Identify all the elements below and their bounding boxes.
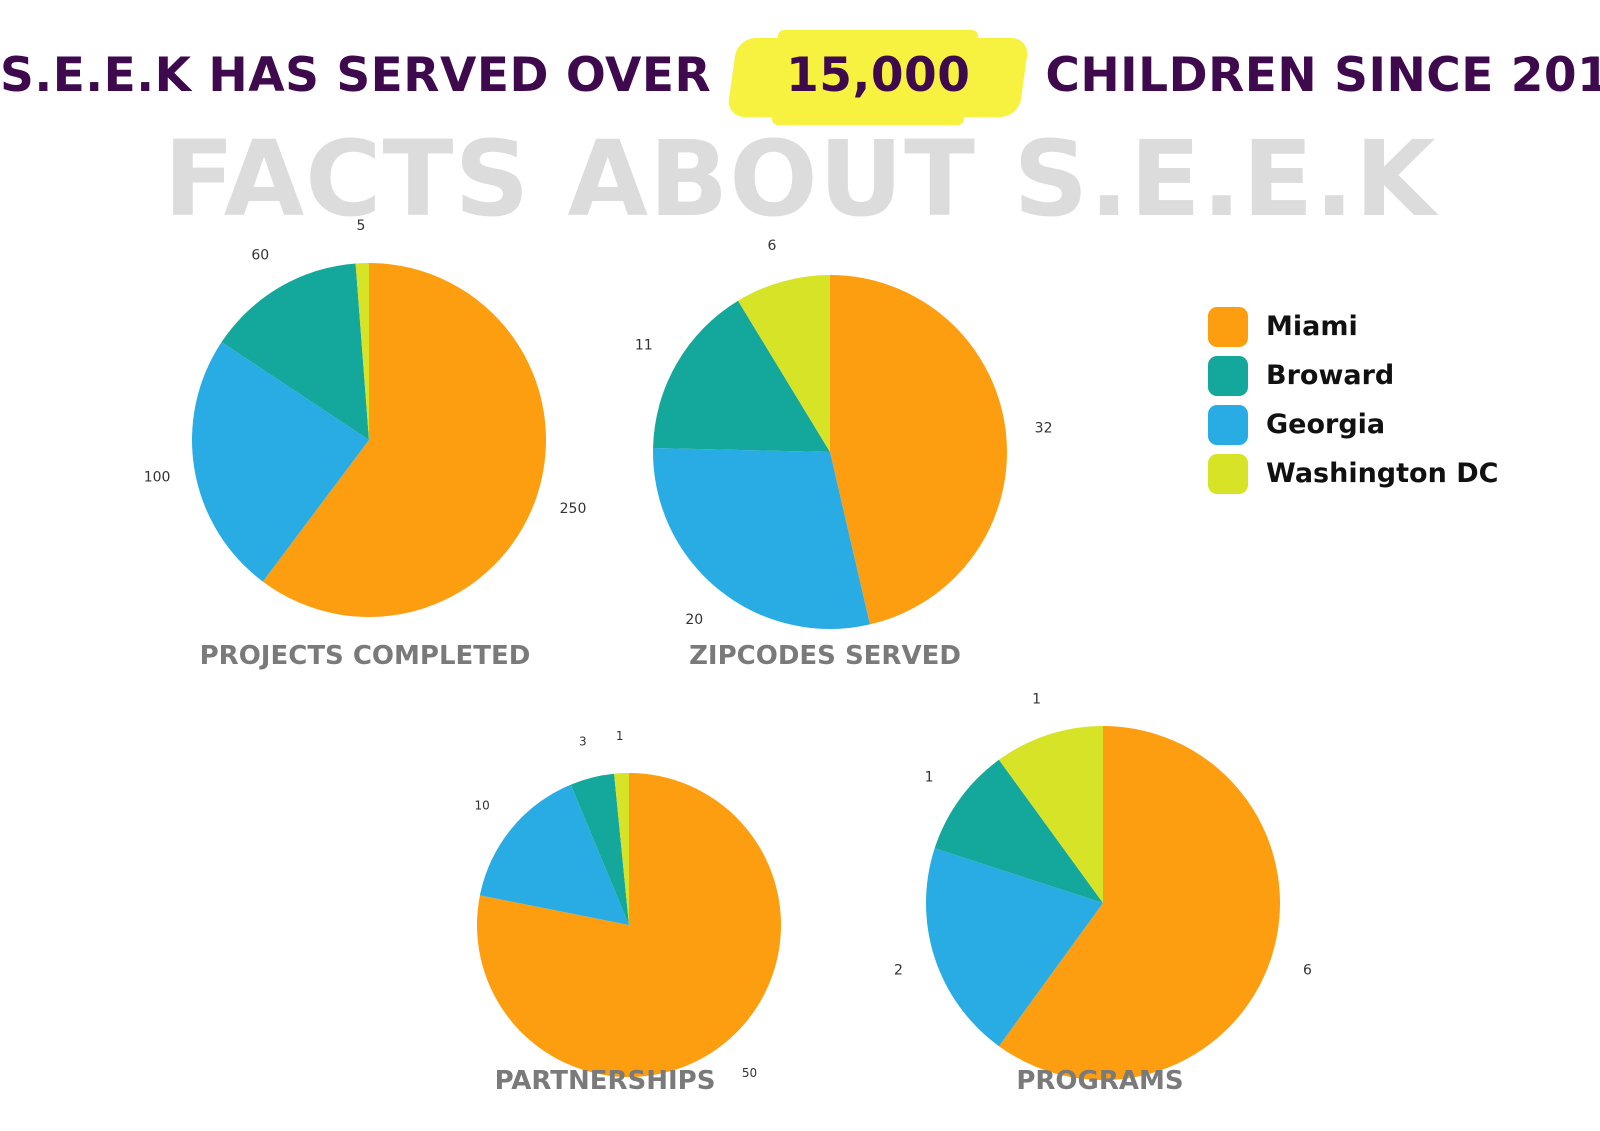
legend-item-broward: Broward	[1208, 351, 1498, 400]
pie-data-label: 10	[474, 799, 489, 813]
caption-projects-completed: PROJECTS COMPLETED	[199, 641, 531, 671]
pie-slice-georgia	[479, 784, 629, 925]
pie-slice-miami	[998, 726, 1280, 1081]
pie-slice-miami	[262, 263, 547, 618]
pie-slice-broward	[570, 773, 629, 925]
legend-item-miami: Miami	[1208, 302, 1498, 351]
legend-label: Georgia	[1266, 409, 1386, 440]
pie-data-label: 20	[685, 612, 703, 628]
legend-label: Miami	[1266, 311, 1358, 342]
pie-slice-miami	[830, 275, 1007, 625]
caption-zipcodes-served: ZIPCODES SERVED	[689, 641, 961, 671]
legend-item-washington-dc: Washington DC	[1208, 449, 1498, 498]
pie-data-label: 100	[144, 469, 171, 485]
pie-slice-miami	[477, 773, 782, 1077]
pie-data-label: 1	[616, 729, 624, 743]
pie-data-label: 60	[251, 248, 269, 264]
pie-slice-washington-dc	[998, 726, 1103, 903]
headline-after: CHILDREN SINCE 2012	[1045, 48, 1600, 103]
pie-data-label: 2	[894, 962, 903, 978]
pie-data-label: 6	[1303, 962, 1312, 978]
pie-slice-washington-dc	[355, 263, 369, 440]
pie-data-label: 5	[356, 218, 365, 234]
legend-label: Broward	[1266, 360, 1395, 391]
pie-data-label: 11	[635, 338, 653, 354]
caption-programs: PROGRAMS	[1016, 1066, 1184, 1096]
legend-item-georgia: Georgia	[1208, 400, 1498, 449]
pie-slice-washington-dc	[614, 773, 629, 925]
pie-slice-washington-dc	[738, 275, 830, 452]
pie-slice-georgia	[925, 848, 1103, 1047]
pie-slice-georgia	[192, 342, 369, 582]
pie-slice-broward	[653, 300, 830, 452]
headline-number: 15,000	[786, 48, 971, 103]
pie-data-label: 50	[742, 1066, 757, 1080]
pie-data-label: 32	[1035, 421, 1053, 437]
pie-slice-broward	[221, 263, 369, 440]
pie-data-label: 250	[560, 501, 587, 517]
headline-before: S.E.E.K HAS SERVED OVER	[0, 48, 712, 103]
legend: Miami Broward Georgia Washington DC	[1208, 302, 1498, 498]
pie-data-label: 6	[768, 238, 777, 254]
pie-slice-georgia	[653, 447, 870, 629]
legend-label: Washington DC	[1266, 458, 1499, 489]
pie-data-label: 1	[1032, 692, 1041, 708]
pie-slice-broward	[934, 759, 1103, 903]
legend-swatch	[1208, 404, 1248, 445]
legend-swatch	[1208, 453, 1248, 494]
watermark-title: FACTS ABOUT S.E.E.K	[163, 118, 1437, 240]
legend-swatch	[1208, 306, 1248, 347]
caption-partnerships: PARTNERSHIPS	[494, 1066, 716, 1096]
pie-data-label: 3	[579, 735, 587, 749]
pie-data-label: 1	[925, 770, 934, 786]
legend-swatch	[1208, 355, 1248, 396]
